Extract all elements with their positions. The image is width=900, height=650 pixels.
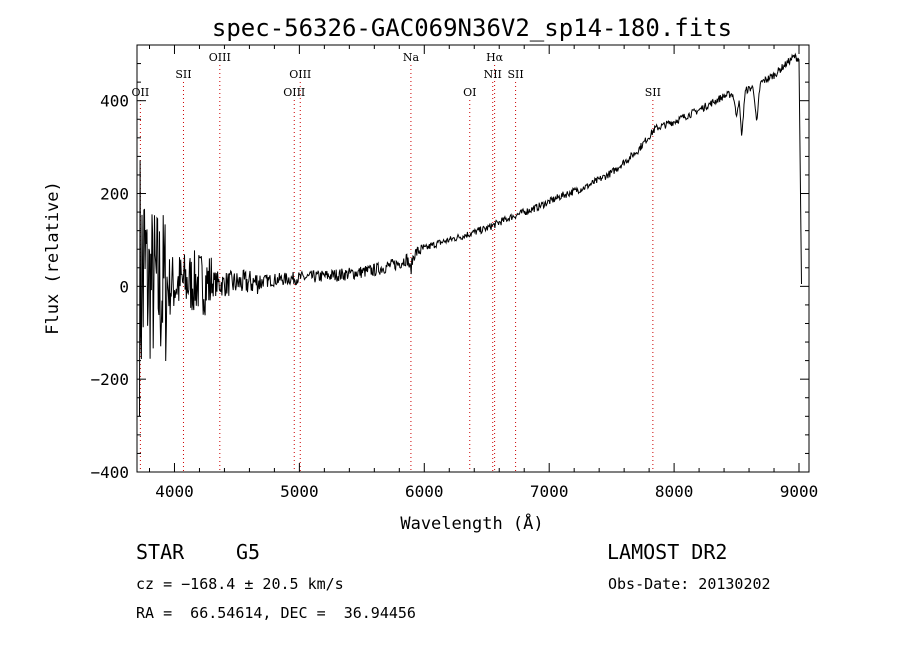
x-axis-label: Wavelength (Å)	[400, 512, 543, 534]
x-tick-label: 6000	[405, 482, 444, 501]
line-label: OI	[463, 86, 476, 99]
object-type: STAR	[136, 540, 185, 564]
y-tick-label: −400	[90, 463, 129, 482]
y-tick-label: 400	[100, 92, 129, 111]
spectrum-line	[139, 52, 802, 417]
coordinates: RA = 66.54614, DEC = 36.94456	[136, 604, 416, 622]
redshift-velocity: cz = −168.4 ± 20.5 km/s	[136, 575, 344, 593]
line-label: NII	[484, 68, 502, 81]
x-tick-label: 4000	[155, 482, 194, 501]
y-tick-label: 200	[100, 185, 129, 204]
y-tick-label: 0	[119, 277, 129, 296]
line-label: Hα	[486, 51, 504, 64]
line-label: OII	[132, 86, 150, 99]
x-tick-label: 9000	[780, 482, 819, 501]
x-tick-label: 7000	[530, 482, 569, 501]
object-subclass: G5	[236, 540, 261, 564]
line-label: SII	[507, 68, 523, 81]
y-axis-label: Flux (relative)	[43, 181, 63, 335]
plot-frame	[136, 44, 810, 473]
line-label: SII	[175, 68, 191, 81]
chart-title: spec-56326-GAC069N36V2_sp14-180.fits	[212, 14, 732, 42]
y-tick-label: −200	[90, 370, 129, 389]
axis-ticks: 4000 5000 6000 7000 8000 9000 −400 −200 0 200 400	[90, 45, 818, 501]
line-label: OIII	[289, 68, 311, 81]
line-label: OIII	[209, 51, 231, 64]
line-label: Na	[403, 51, 420, 64]
x-tick-label: 5000	[280, 482, 319, 501]
survey-name: LAMOST DR2	[607, 540, 728, 564]
x-tick-label: 8000	[655, 482, 694, 501]
emission-line-markers: OII SII OIII OIII OIII Na OI Hα NII SII SII	[132, 51, 661, 472]
line-label: SII	[645, 86, 661, 99]
observation-date: Obs-Date: 20130202	[608, 575, 771, 593]
line-label: OIII	[283, 86, 305, 99]
